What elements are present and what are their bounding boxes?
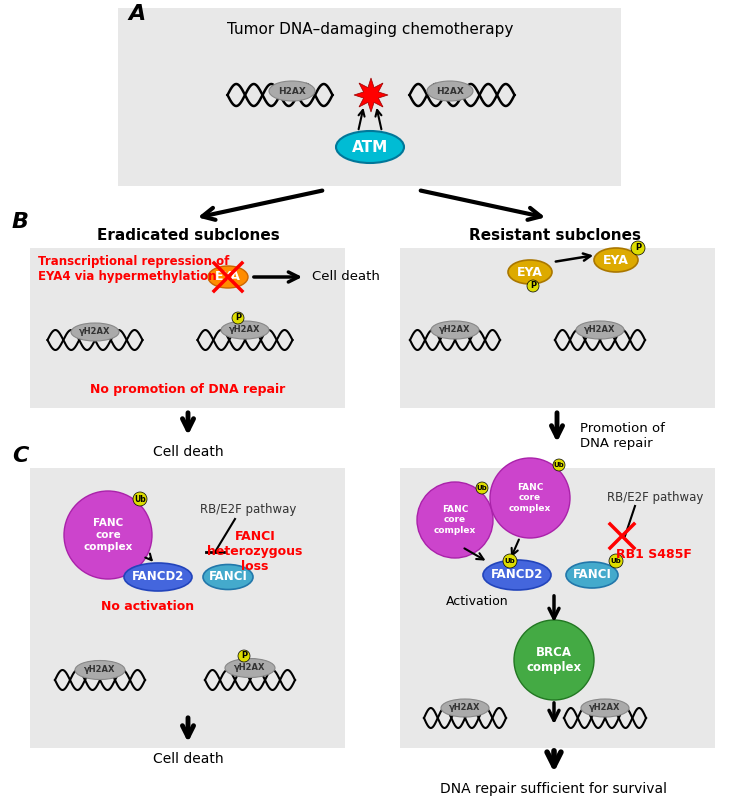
Text: γH2AX: γH2AX: [439, 325, 471, 335]
FancyBboxPatch shape: [400, 468, 715, 748]
Text: Promotion of
DNA repair: Promotion of DNA repair: [580, 422, 665, 450]
Text: Cell death: Cell death: [153, 445, 223, 459]
Text: γH2AX: γH2AX: [450, 703, 481, 713]
Text: FANC
core
complex: FANC core complex: [83, 519, 133, 551]
Text: Ub: Ub: [611, 558, 621, 564]
Ellipse shape: [441, 699, 489, 717]
Text: FANC
core
complex: FANC core complex: [434, 505, 476, 535]
Ellipse shape: [75, 661, 125, 679]
Text: EYA: EYA: [603, 253, 629, 267]
Circle shape: [631, 241, 645, 255]
Circle shape: [527, 280, 539, 292]
Text: γH2AX: γH2AX: [584, 325, 615, 335]
Circle shape: [232, 312, 244, 324]
Text: P: P: [241, 651, 247, 661]
Text: P: P: [635, 244, 641, 252]
Ellipse shape: [124, 563, 192, 591]
Ellipse shape: [427, 81, 473, 101]
Circle shape: [503, 554, 517, 568]
Ellipse shape: [225, 658, 275, 678]
Text: No promotion of DNA repair: No promotion of DNA repair: [91, 384, 286, 396]
Text: FANCI: FANCI: [573, 569, 612, 582]
Circle shape: [609, 554, 623, 568]
Text: Tumor DNA–damaging chemotherapy: Tumor DNA–damaging chemotherapy: [227, 22, 513, 37]
Text: Ub: Ub: [505, 558, 515, 564]
Circle shape: [490, 458, 570, 538]
Ellipse shape: [71, 323, 119, 341]
Text: Cell death: Cell death: [312, 271, 380, 284]
Text: H2AX: H2AX: [436, 86, 464, 96]
Text: ATM: ATM: [352, 140, 388, 154]
Text: Eradicated subclones: Eradicated subclones: [97, 228, 279, 243]
Circle shape: [64, 491, 152, 579]
Ellipse shape: [594, 248, 638, 272]
Text: Resistant subclones: Resistant subclones: [469, 228, 641, 243]
Text: H2AX: H2AX: [278, 86, 306, 96]
Text: γH2AX: γH2AX: [80, 328, 111, 336]
FancyBboxPatch shape: [30, 468, 345, 748]
FancyBboxPatch shape: [30, 248, 345, 408]
Text: EYA: EYA: [215, 271, 241, 284]
Circle shape: [238, 650, 250, 662]
Text: P: P: [530, 281, 536, 291]
Text: FANCD2: FANCD2: [132, 570, 184, 583]
Circle shape: [553, 459, 565, 471]
Text: FANCD2: FANCD2: [491, 569, 543, 582]
Text: Ub: Ub: [477, 485, 487, 491]
Text: P: P: [235, 313, 241, 323]
Circle shape: [476, 482, 488, 494]
FancyBboxPatch shape: [118, 8, 621, 186]
Text: No activation: No activation: [102, 600, 195, 613]
Circle shape: [133, 492, 147, 506]
Ellipse shape: [431, 321, 479, 339]
Text: FANCI: FANCI: [209, 570, 248, 583]
Text: Ub: Ub: [553, 462, 565, 468]
Text: γH2AX: γH2AX: [234, 663, 266, 673]
Text: FANCI
heterozygous
loss: FANCI heterozygous loss: [207, 530, 303, 573]
Text: Transcriptional repression of
EYA4 via hypermethylation: Transcriptional repression of EYA4 via h…: [38, 255, 229, 283]
Ellipse shape: [336, 131, 404, 163]
Text: A: A: [128, 4, 145, 24]
Text: C: C: [12, 446, 29, 466]
Text: Ub: Ub: [134, 495, 146, 503]
Text: EYA: EYA: [517, 265, 543, 279]
Ellipse shape: [203, 565, 253, 590]
Text: RB/E2F pathway: RB/E2F pathway: [200, 503, 296, 516]
Ellipse shape: [269, 81, 315, 101]
Text: γH2AX: γH2AX: [229, 325, 261, 335]
Text: BRCA
complex: BRCA complex: [526, 646, 581, 674]
Text: DNA repair sufficient for survival: DNA repair sufficient for survival: [441, 782, 668, 796]
Ellipse shape: [581, 699, 629, 717]
Ellipse shape: [566, 562, 618, 588]
Ellipse shape: [221, 321, 269, 339]
Text: FANC
core
complex: FANC core complex: [509, 483, 551, 513]
Text: RB/E2F pathway: RB/E2F pathway: [607, 491, 703, 504]
Text: B: B: [12, 212, 29, 232]
Text: γH2AX: γH2AX: [590, 703, 621, 713]
Circle shape: [417, 482, 493, 558]
Text: Activation: Activation: [446, 595, 509, 608]
Text: RB1 S485F: RB1 S485F: [616, 548, 692, 561]
Polygon shape: [354, 78, 388, 112]
Circle shape: [514, 620, 594, 700]
FancyBboxPatch shape: [400, 248, 715, 408]
Text: Cell death: Cell death: [153, 752, 223, 766]
Ellipse shape: [208, 266, 248, 288]
Ellipse shape: [483, 560, 551, 590]
Ellipse shape: [508, 260, 552, 284]
Text: γH2AX: γH2AX: [84, 666, 116, 674]
Ellipse shape: [576, 321, 624, 339]
